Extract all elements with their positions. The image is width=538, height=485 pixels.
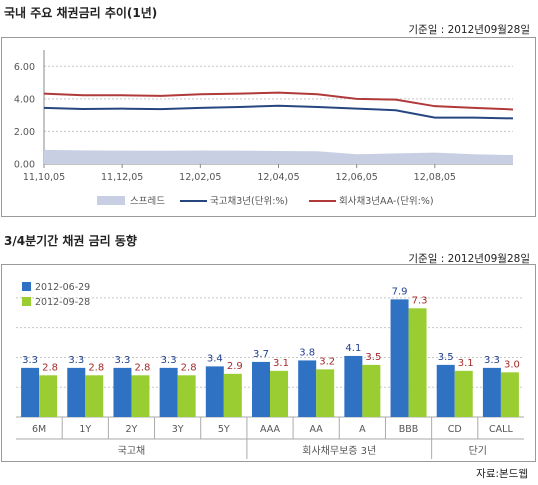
corp-bond-line <box>43 91 514 111</box>
data-label-2012-06-29: 3.8 <box>299 347 315 358</box>
category-label: 6M <box>32 424 46 435</box>
category-label: 2Y <box>126 424 138 435</box>
data-label-2012-09-28: 3.1 <box>458 358 474 369</box>
chart2-title: 3/4분기간 채권 금리 동향 <box>4 234 137 248</box>
x-tick-label: 12,08,05 <box>414 172 456 183</box>
category-label: 3Y <box>172 424 184 435</box>
spread-area <box>44 149 513 164</box>
category-label: 5Y <box>218 424 230 435</box>
bar-2012-09-28 <box>500 372 519 417</box>
y-tick-label: 2.00 <box>14 127 35 138</box>
legend-label-spread: 스프레드 <box>130 196 165 207</box>
bar-2012-09-28 <box>131 375 150 417</box>
data-label-2012-06-29: 3.5 <box>438 352 454 363</box>
chart1-title: 국내 주요 채권금리 추이(1년) <box>4 6 158 20</box>
x-tick-label: 11,12,05 <box>101 172 143 183</box>
data-label-2012-09-28: 2.9 <box>227 361 243 372</box>
category-label: CD <box>448 424 462 435</box>
data-label-2012-09-28: 3.5 <box>365 352 381 363</box>
bar-2012-06-29 <box>252 361 270 417</box>
bar-2012-09-28 <box>39 375 58 417</box>
legend-label-s2: 2012-09-28 <box>35 297 90 308</box>
category-label: 1Y <box>79 424 91 435</box>
bar-2012-06-29 <box>67 367 86 417</box>
data-label-2012-06-29: 7.9 <box>392 286 408 297</box>
bar-2012-09-28 <box>408 308 427 417</box>
legend-label-corp: 회사채3년AA-(단위:%) <box>339 195 434 207</box>
chart2-date: 기준일 : 2012년09월28일 <box>408 253 530 265</box>
legend-swatch-s1 <box>22 282 31 291</box>
data-label-2012-09-28: 2.8 <box>181 362 197 373</box>
x-tick-label: 12,06,05 <box>336 172 378 183</box>
data-label-2012-06-29: 3.4 <box>207 353 223 364</box>
category-label: BBB <box>399 424 419 435</box>
x-tick-label: 12,04,05 <box>257 172 299 183</box>
bar-2012-06-29 <box>344 355 363 417</box>
y-tick-label: 4.00 <box>14 94 35 105</box>
chart1-frame: 0.00 2.00 4.00 6.00 11,10,05 11,12,05 12,02,05… <box>1 37 536 217</box>
data-label-2012-06-29: 3.3 <box>115 355 131 366</box>
bar-2012-09-28 <box>270 370 288 417</box>
legend-swatch-s2 <box>22 297 31 306</box>
bar-2012-09-28 <box>223 373 242 417</box>
data-label-2012-09-28: 2.8 <box>135 362 151 373</box>
data-label-2012-06-29: 3.7 <box>253 349 269 360</box>
bar-2012-09-28 <box>454 370 473 417</box>
data-label-2012-06-29: 3.3 <box>484 355 500 366</box>
bar-2012-09-28 <box>85 375 104 417</box>
chart2-frame: 2012-06-29 2012-09-28 3.3 2.8 6M 3.3 2.8 1Y 3.3 2… <box>1 264 536 462</box>
bar-2012-06-29 <box>436 364 455 417</box>
data-label-2012-09-28: 3.2 <box>319 356 335 367</box>
bar-2012-06-29 <box>205 366 224 417</box>
x-tick-label: 12,02,05 <box>179 172 221 183</box>
bar-2012-09-28 <box>177 375 196 417</box>
data-label-2012-09-28: 3.0 <box>504 359 520 370</box>
chart1-date: 기준일 : 2012년09월28일 <box>408 24 530 36</box>
x-tick-label: 11,10,05 <box>23 172 65 183</box>
bar-2012-06-29 <box>482 367 501 417</box>
group-label: 단기 <box>469 445 487 457</box>
data-label-2012-06-29: 3.3 <box>22 355 38 366</box>
group-label: 국고채 <box>118 445 146 457</box>
source-note: 자료:본드웹 <box>476 468 528 480</box>
bar-2012-06-29 <box>21 367 40 417</box>
bar-2012-09-28 <box>362 364 381 417</box>
bar-2012-09-28 <box>316 369 335 417</box>
data-label-2012-06-29: 4.1 <box>345 343 361 354</box>
legend-label-s1: 2012-06-29 <box>35 282 90 293</box>
chart2-svg: 2012-06-29 2012-09-28 3.3 2.8 6M 3.3 2.8 1Y 3.3 2… <box>16 282 524 459</box>
gov-bond-line <box>43 104 514 120</box>
data-label-2012-09-28: 7.3 <box>412 295 428 306</box>
group-label: 회사채무보증 3년 <box>302 445 376 457</box>
data-label-2012-09-28: 3.1 <box>273 358 289 369</box>
bar-2012-06-29 <box>298 360 317 417</box>
y-tick-label: 6.00 <box>14 62 35 73</box>
bar-2012-06-29 <box>113 367 132 417</box>
y-tick-label: 0.00 <box>14 160 35 171</box>
data-label-2012-09-28: 2.8 <box>42 362 58 373</box>
category-label: CALL <box>489 424 513 435</box>
data-label-2012-06-29: 3.3 <box>161 355 177 366</box>
category-label: AA <box>310 424 324 435</box>
category-label: A <box>359 424 366 435</box>
bar-2012-06-29 <box>390 299 409 417</box>
legend-swatch-spread <box>97 196 125 205</box>
legend-label-gov: 국고채3년(단위:%) <box>210 195 288 207</box>
chart1-svg: 0.00 2.00 4.00 6.00 11,10,05 11,12,05 12,02,05… <box>14 50 514 207</box>
bar-2012-06-29 <box>159 367 178 417</box>
data-label-2012-06-29: 3.3 <box>68 355 84 366</box>
category-label: AAA <box>260 424 281 435</box>
data-label-2012-09-28: 2.8 <box>88 362 104 373</box>
